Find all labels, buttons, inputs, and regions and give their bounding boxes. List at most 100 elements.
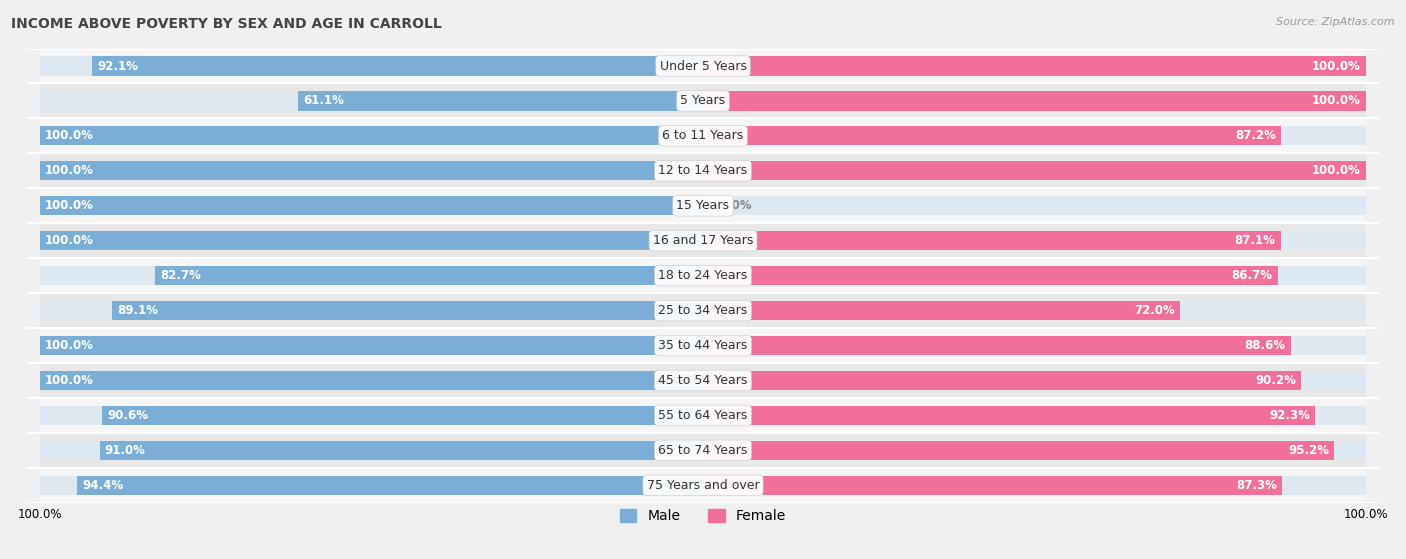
Text: 90.6%: 90.6% — [107, 409, 149, 422]
Bar — [703, 231, 1281, 250]
Bar — [39, 231, 703, 250]
Bar — [703, 301, 1181, 320]
Bar — [39, 258, 1367, 293]
Bar — [39, 91, 703, 111]
Text: 18 to 24 Years: 18 to 24 Years — [658, 269, 748, 282]
Bar — [703, 126, 1367, 145]
Legend: Male, Female: Male, Female — [620, 509, 786, 523]
Text: Under 5 Years: Under 5 Years — [659, 59, 747, 73]
Bar — [703, 336, 1291, 355]
Text: 45 to 54 Years: 45 to 54 Years — [658, 374, 748, 387]
Bar — [93, 56, 703, 75]
Bar — [39, 371, 703, 390]
Bar — [39, 188, 1367, 223]
Bar — [703, 126, 1281, 145]
Bar — [703, 336, 1367, 355]
Bar — [39, 161, 703, 181]
Bar — [703, 440, 1334, 460]
Text: 87.1%: 87.1% — [1234, 234, 1275, 247]
Bar — [39, 293, 1367, 328]
Text: 100.0%: 100.0% — [45, 374, 94, 387]
Text: 100.0%: 100.0% — [1312, 59, 1361, 73]
Bar — [39, 328, 1367, 363]
Text: 100.0%: 100.0% — [1312, 164, 1361, 177]
Text: 15 Years: 15 Years — [676, 199, 730, 212]
Text: 95.2%: 95.2% — [1288, 444, 1329, 457]
Bar — [39, 119, 1367, 153]
Bar — [39, 153, 1367, 188]
Text: 100.0%: 100.0% — [45, 164, 94, 177]
Text: 91.0%: 91.0% — [105, 444, 146, 457]
Text: 88.6%: 88.6% — [1244, 339, 1285, 352]
Bar — [39, 196, 703, 215]
Bar — [39, 83, 1367, 119]
Bar — [703, 440, 1367, 460]
Text: 87.3%: 87.3% — [1236, 479, 1277, 492]
Text: 86.7%: 86.7% — [1232, 269, 1272, 282]
Text: 12 to 14 Years: 12 to 14 Years — [658, 164, 748, 177]
Text: 25 to 34 Years: 25 to 34 Years — [658, 304, 748, 317]
Text: 61.1%: 61.1% — [304, 94, 344, 107]
Text: 72.0%: 72.0% — [1135, 304, 1175, 317]
Text: 100.0%: 100.0% — [45, 234, 94, 247]
Bar — [39, 56, 703, 75]
Text: 75 Years and over: 75 Years and over — [647, 479, 759, 492]
Bar — [703, 161, 1367, 181]
Bar — [703, 266, 1278, 285]
Text: 55 to 64 Years: 55 to 64 Years — [658, 409, 748, 422]
Bar — [39, 266, 703, 285]
Bar — [703, 231, 1367, 250]
Bar — [39, 231, 703, 250]
Bar — [703, 301, 1367, 320]
Bar — [39, 433, 1367, 468]
Bar — [155, 266, 703, 285]
Bar — [703, 56, 1367, 75]
Text: 87.2%: 87.2% — [1234, 129, 1277, 143]
Text: 82.7%: 82.7% — [160, 269, 201, 282]
Text: Source: ZipAtlas.com: Source: ZipAtlas.com — [1277, 17, 1395, 27]
Bar — [703, 371, 1367, 390]
Text: 100.0%: 100.0% — [45, 339, 94, 352]
Text: 0.0%: 0.0% — [720, 199, 752, 212]
Text: 90.2%: 90.2% — [1256, 374, 1296, 387]
Text: 89.1%: 89.1% — [118, 304, 159, 317]
Bar — [703, 91, 1367, 111]
Bar — [703, 476, 1367, 495]
Bar — [703, 406, 1315, 425]
Bar — [703, 406, 1367, 425]
Bar — [703, 56, 1367, 75]
Text: 100.0%: 100.0% — [45, 199, 94, 212]
Bar — [703, 371, 1301, 390]
Bar — [39, 161, 703, 181]
Bar — [39, 196, 703, 215]
Bar — [39, 440, 703, 460]
Bar — [39, 126, 703, 145]
Text: 6 to 11 Years: 6 to 11 Years — [662, 129, 744, 143]
Bar — [39, 371, 703, 390]
Bar — [39, 468, 1367, 503]
Bar — [39, 398, 1367, 433]
Bar — [703, 161, 1367, 181]
Bar — [703, 266, 1367, 285]
Bar — [112, 301, 703, 320]
Bar — [39, 126, 703, 145]
Bar — [100, 440, 703, 460]
Bar — [39, 223, 1367, 258]
Bar — [703, 91, 1367, 111]
Text: 100.0%: 100.0% — [45, 129, 94, 143]
Bar — [39, 301, 703, 320]
Text: 94.4%: 94.4% — [83, 479, 124, 492]
Text: 16 and 17 Years: 16 and 17 Years — [652, 234, 754, 247]
Bar — [103, 406, 703, 425]
Text: INCOME ABOVE POVERTY BY SEX AND AGE IN CARROLL: INCOME ABOVE POVERTY BY SEX AND AGE IN C… — [11, 17, 441, 31]
Bar — [703, 196, 1367, 215]
Bar — [39, 476, 703, 495]
Bar — [39, 336, 703, 355]
Bar — [703, 476, 1282, 495]
Bar — [77, 476, 703, 495]
Bar — [39, 49, 1367, 83]
Bar — [298, 91, 703, 111]
Text: 92.1%: 92.1% — [97, 59, 138, 73]
Text: 65 to 74 Years: 65 to 74 Years — [658, 444, 748, 457]
Text: 92.3%: 92.3% — [1270, 409, 1310, 422]
